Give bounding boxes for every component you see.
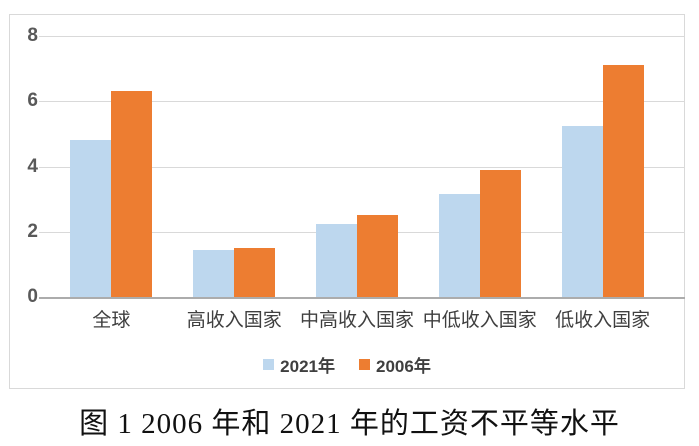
bar-group-4 xyxy=(418,36,541,297)
bar-2006年-低收入国家 xyxy=(602,65,644,297)
y-tick-label: 0 xyxy=(27,286,38,307)
bars-area xyxy=(50,36,664,297)
category-label: 全球 xyxy=(92,310,131,331)
y-tick-label: 2 xyxy=(27,220,38,242)
legend-item-2006年: 2006年 xyxy=(359,352,431,377)
x-axis: 全球 高收入国家 中高收入国家 中低收入国家 低收入国家 xyxy=(50,305,664,332)
bar-2021年-低收入国家 xyxy=(561,125,603,297)
bar-2021年-高收入国家 xyxy=(193,249,235,297)
category-label: 高收入国家 xyxy=(186,310,282,331)
chart-frame: 0 2 4 6 8 全球 高收入国家 中高收入国家 中低收入国家 低收入国家 2021年 2006… xyxy=(9,14,685,389)
y-tick-label: 4 xyxy=(27,155,38,177)
legend: 2021年 2006年 xyxy=(10,352,684,377)
y-tick-label: 6 xyxy=(27,90,38,112)
y-tick-label: 8 xyxy=(27,25,38,46)
gridline xyxy=(39,166,685,168)
bar-2006年-中低收入国家 xyxy=(479,169,521,297)
gridline xyxy=(39,36,685,37)
bar-2006年-全球 xyxy=(111,91,153,297)
category-label: 中低收入国家 xyxy=(422,310,537,331)
bar-2021年-中低收入国家 xyxy=(438,194,480,297)
bar-2006年-高收入国家 xyxy=(234,248,276,297)
bar-group-2 xyxy=(173,36,296,297)
y-axis: 0 2 4 6 8 xyxy=(14,15,38,388)
bar-group-5 xyxy=(541,36,664,297)
figure-caption: 图 1 2006 年和 2021 年的工资不平等水平 xyxy=(79,408,620,440)
gridline xyxy=(39,101,685,103)
legend-label: 2006年 xyxy=(376,357,431,376)
bar-group-1 xyxy=(50,36,173,297)
bar-group-3 xyxy=(296,36,419,297)
legend-swatch-icon xyxy=(263,359,275,370)
legend-label: 2021年 xyxy=(280,357,335,376)
bar-2021年-中高收入国家 xyxy=(315,223,357,297)
bar-2006年-中高收入国家 xyxy=(356,215,398,297)
category-label: 中高收入国家 xyxy=(299,310,414,331)
legend-swatch-icon xyxy=(359,359,370,370)
x-axis-line xyxy=(39,297,685,299)
category-label: 低收入国家 xyxy=(555,310,651,331)
bar-2021年-全球 xyxy=(70,140,112,297)
legend-item-2021年: 2021年 xyxy=(263,352,335,377)
